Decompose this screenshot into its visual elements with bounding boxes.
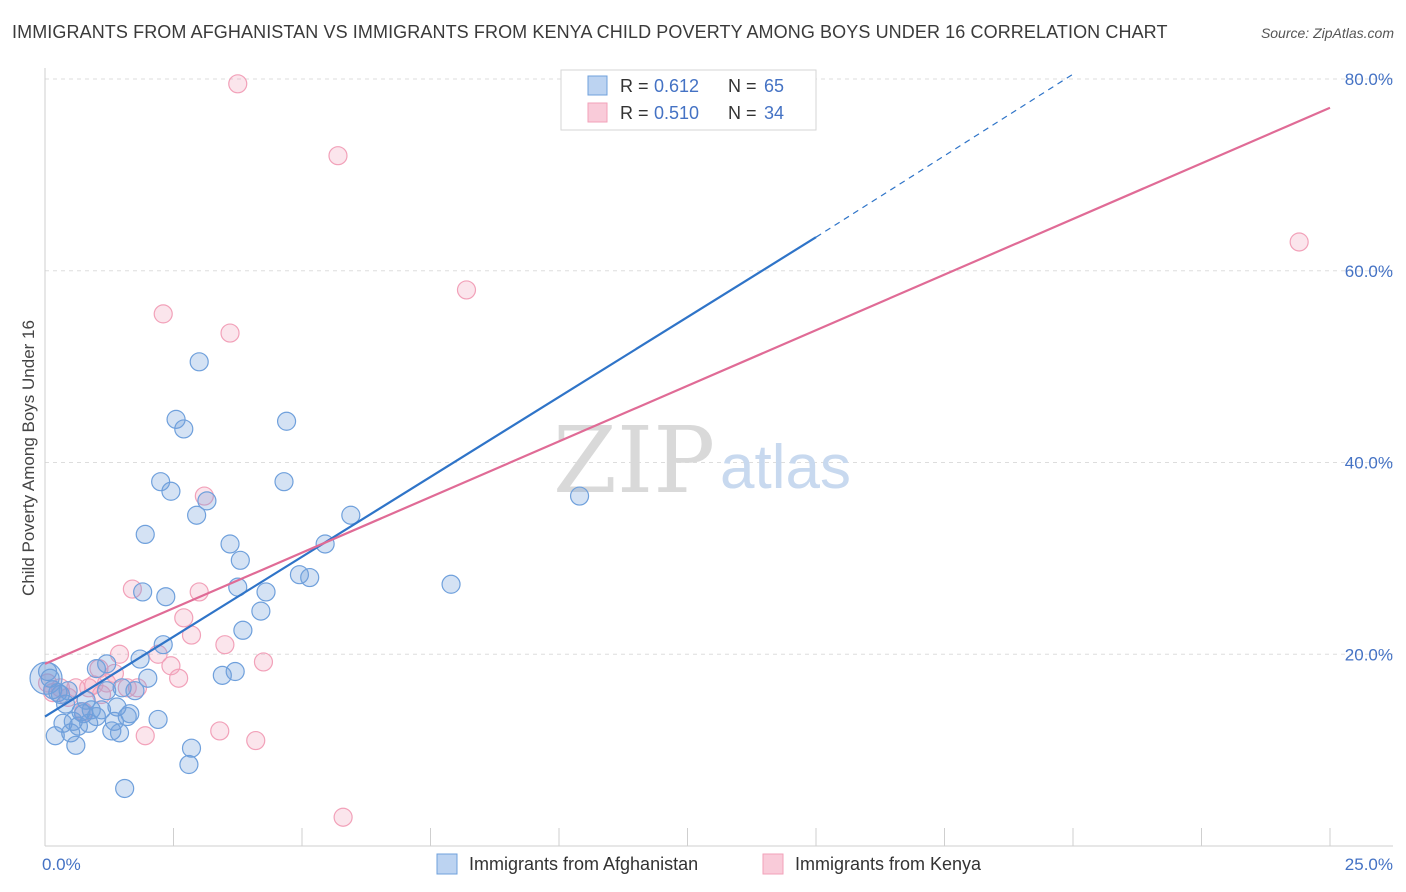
afghanistan-point-44 [181,738,202,758]
legend-series-swatch-kenya [762,853,784,875]
afghanistan-point-63 [569,486,590,506]
legend-series-swatch-afghanistan [436,853,458,875]
afghanistan-point-48 [212,665,232,685]
afghanistan-point-19 [86,659,107,679]
kenya-point-20 [169,668,189,688]
legend-n-label-afghanistan: N = [728,76,757,96]
afghanistan-point-42 [174,419,194,439]
afghanistan-point-20 [91,700,112,720]
afghanistan-point-64 [29,661,63,695]
afghanistan-point-21 [97,681,117,701]
y-tick-label-1: 40.0% [1345,454,1393,473]
series-kenya-points [37,74,1309,827]
kenya-point-16 [135,726,155,746]
afghanistan-point-52 [230,550,250,570]
afghanistan-point-29 [117,706,137,727]
afghanistan-point-50 [225,661,245,682]
legend-n-value-kenya: 34 [764,103,784,123]
afghanistan-point-46 [189,352,209,372]
kenya-point-23 [189,582,209,602]
afghanistan-point-37 [151,472,171,492]
trendline-afghanistan-extension [815,73,1074,238]
afghanistan-point-8 [58,681,78,701]
afghanistan-point-39 [156,587,176,607]
kenya-point-33 [456,280,477,300]
afghanistan-point-40 [161,481,181,501]
kenya-point-28 [228,74,248,94]
afghanistan-point-62 [441,574,461,594]
x-tick-label-min: 0.0% [42,855,81,874]
axes [44,68,1393,847]
afghanistan-point-33 [133,582,153,602]
legend-r-value-afghanistan: 0.612 [654,76,699,96]
legend-swatch-kenya [587,102,608,123]
afghanistan-point-45 [187,505,207,525]
afghanistan-point-59 [300,567,320,588]
afghanistan-point-56 [274,472,294,492]
legend-swatch-afghanistan [587,75,608,96]
afghanistan-point-31 [125,681,145,701]
source-label: Source: ZipAtlas.com [1260,25,1394,41]
legend-series-label-kenya: Immigrants from Kenya [795,854,982,874]
afghanistan-point-30 [120,704,140,724]
afghanistan-point-49 [220,534,240,554]
legend-stats: R = 0.612 N = 65 R = 0.510 N = 34 [560,69,817,131]
afghanistan-point-28 [115,778,135,799]
legend-r-label-afghanistan: R = [620,76,649,96]
afghanistan-point-34 [135,524,155,545]
afghanistan-point-43 [179,754,199,775]
kenya-point-13 [117,678,137,698]
watermark-atlas: atlas [720,433,851,502]
x-tick-label-max: 25.0% [1345,855,1393,874]
legend-n-label-kenya: N = [728,103,757,123]
afghanistan-point-24 [104,711,124,731]
kenya-point-29 [246,730,266,751]
y-tick-label-0: 20.0% [1345,645,1393,664]
trendlines [44,73,1331,718]
afghanistan-point-61 [341,505,361,525]
afghanistan-point-47 [197,491,217,511]
afghanistan-point-54 [251,601,271,621]
kenya-point-31 [328,146,348,166]
kenya-point-34 [1289,232,1309,252]
kenya-point-25 [210,721,230,741]
afghanistan-point-53 [233,620,253,640]
y-tick-label-3: 80.0% [1345,70,1393,89]
kenya-point-27 [220,323,240,343]
watermark-zip: ZIP [553,407,715,514]
afghanistan-point-36 [148,709,168,730]
kenya-point-12 [109,644,130,664]
afghanistan-point-26 [109,723,130,743]
afghanistan-point-35 [138,668,158,688]
x-tick-labels: 0.0% 25.0% [42,855,1393,874]
series-afghanistan-points [29,352,590,799]
trendline-kenya [44,106,1331,665]
kenya-point-26 [215,635,235,655]
y-tick-labels: 20.0% 40.0% 60.0% 80.0% [1345,70,1393,664]
legend-n-value-afghanistan: 65 [764,76,784,96]
gridlines [45,78,1393,655]
afghanistan-point-9 [61,723,81,743]
afghanistan-point-55 [256,582,276,602]
legend-r-value-kenya: 0.510 [654,103,699,123]
kenya-point-32 [333,807,353,827]
kenya-point-18 [153,304,173,324]
legend-series-label-afghanistan: Immigrants from Afghanistan [469,854,698,874]
afghanistan-point-57 [276,411,297,431]
y-axis-label: Child Poverty Among Boys Under 16 [19,320,38,596]
kenya-point-21 [174,608,194,628]
kenya-point-15 [127,678,148,698]
kenya-point-30 [253,652,274,672]
afghanistan-point-11 [66,735,86,755]
legend-series: Immigrants from Afghanistan Immigrants f… [436,853,982,875]
y-tick-label-2: 60.0% [1345,262,1393,281]
legend-r-label-kenya: R = [620,103,649,123]
trendline-afghanistan [44,236,817,718]
watermark: ZIP atlas [553,407,851,514]
afghanistan-point-41 [166,409,186,429]
chart-title: IMMIGRANTS FROM AFGHANISTAN VS IMMIGRANT… [12,22,1168,42]
afghanistan-point-22 [97,654,117,674]
